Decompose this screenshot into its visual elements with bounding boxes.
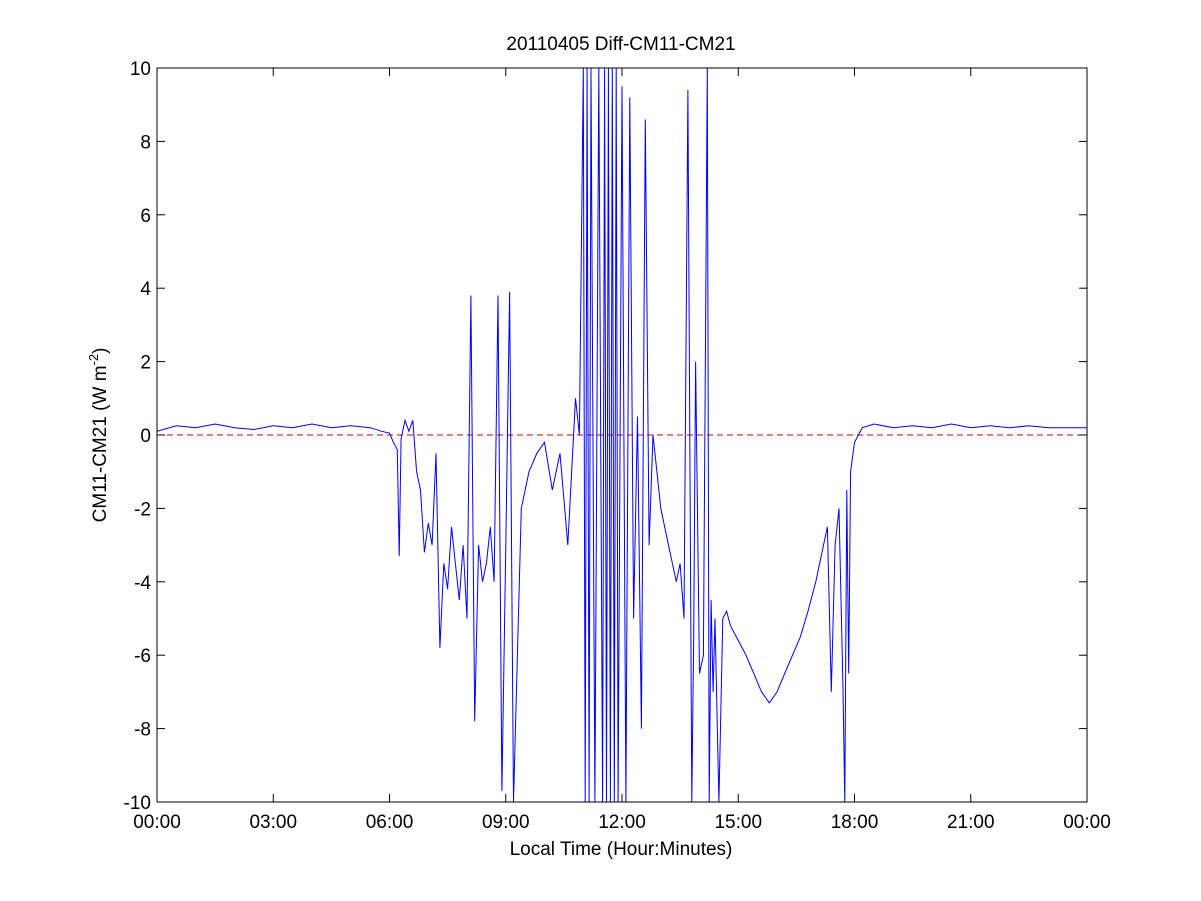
x-tick-label: 00:00 bbox=[1063, 812, 1111, 833]
y-tick-label: -8 bbox=[134, 720, 151, 741]
x-tick-label: 06:00 bbox=[366, 812, 414, 833]
y-tick-label: -2 bbox=[134, 499, 151, 520]
y-tick-label: 0 bbox=[140, 426, 151, 447]
y-tick-label: 10 bbox=[130, 59, 151, 80]
y-tick-label: 4 bbox=[140, 279, 151, 300]
x-tick-label: 21:00 bbox=[947, 812, 995, 833]
y-tick-label: -10 bbox=[124, 793, 151, 814]
x-tick-label: 15:00 bbox=[714, 812, 762, 833]
x-tick-label: 03:00 bbox=[249, 812, 297, 833]
x-tick-label: 00:00 bbox=[133, 812, 181, 833]
x-tick-label: 18:00 bbox=[831, 812, 879, 833]
y-axis-label-suffix: ) bbox=[90, 348, 111, 354]
y-tick-label: 6 bbox=[140, 206, 151, 227]
chart-title: 20110405 Diff-CM11-CM21 bbox=[506, 34, 735, 55]
y-tick-label: -6 bbox=[134, 646, 151, 667]
y-axis-ticks: -10 -8 -6 -4 -2 0 2 4 6 8 10 bbox=[124, 59, 1087, 814]
y-axis-label-main: CM11-CM21 (W m bbox=[90, 365, 111, 522]
y-tick-label: -4 bbox=[134, 573, 151, 594]
series-line-1 bbox=[157, 68, 1087, 802]
y-axis-label: CM11-CM21 (W m-2) bbox=[86, 348, 111, 523]
x-tick-label: 09:00 bbox=[482, 812, 530, 833]
x-axis-label: Local Time (Hour:Minutes) bbox=[510, 839, 733, 860]
x-axis-ticks: 00:00 03:00 06:00 09:00 12:00 15:00 18:00 21:00… bbox=[133, 68, 1111, 833]
y-tick-label: 8 bbox=[140, 132, 151, 153]
y-axis-label-superscript: -2 bbox=[86, 354, 101, 366]
x-tick-label: 12:00 bbox=[598, 812, 646, 833]
y-tick-label: 2 bbox=[140, 353, 151, 374]
